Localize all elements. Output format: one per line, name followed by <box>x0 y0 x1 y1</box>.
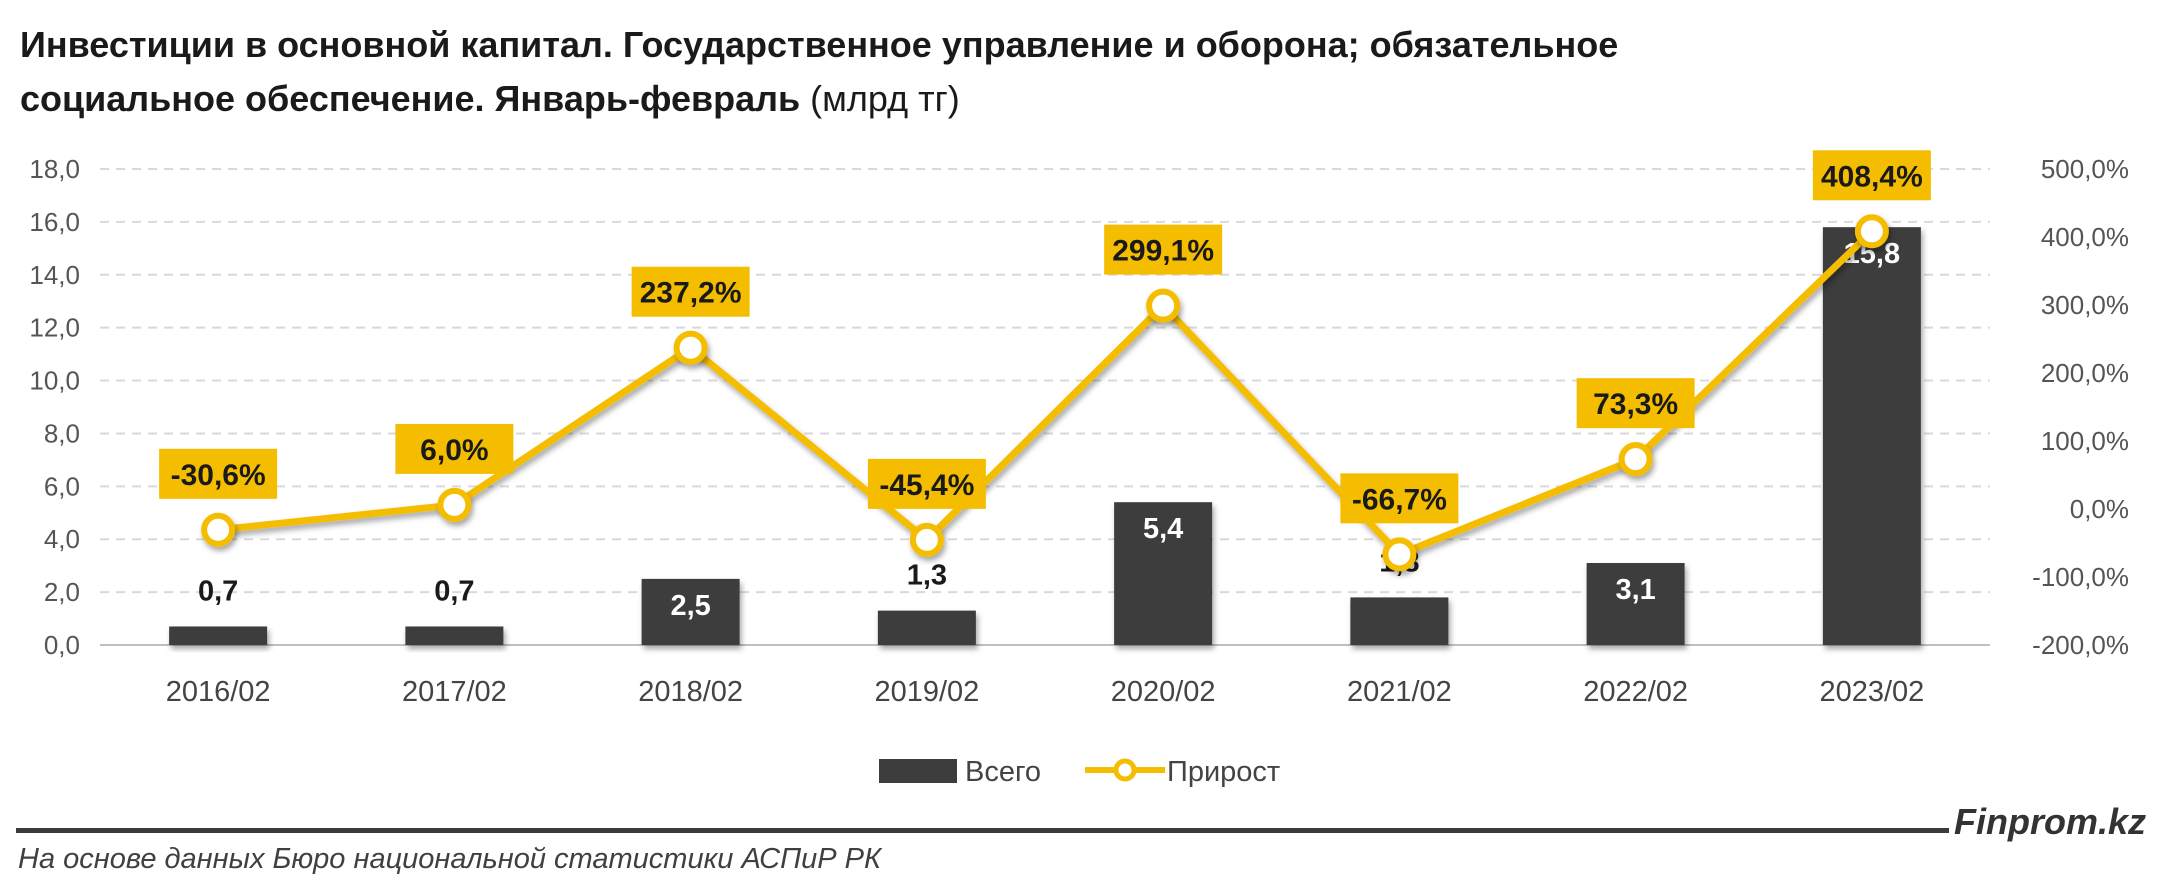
bar-value-label: 1,3 <box>907 560 947 592</box>
left-tick-label: 14,0 <box>29 260 80 290</box>
right-tick-label: -100,0% <box>2032 562 2129 592</box>
x-tick-label: 2018/02 <box>638 676 743 708</box>
left-tick-label: 12,0 <box>29 313 80 343</box>
legend-swatch-vsego <box>879 759 957 783</box>
growth-label: 408,4% <box>1821 160 1923 193</box>
chart-title-line-1: Инвестиции в основной капитал. Государст… <box>20 24 1619 65</box>
growth-label: -66,7% <box>1352 483 1447 516</box>
x-tick-label: 2017/02 <box>402 676 507 708</box>
left-tick-label: 8,0 <box>44 418 80 448</box>
right-axis: -200,0% -100,0% 0,0% 100,0% 200,0% 300,0% 400,… <box>2032 154 2129 660</box>
gridlines <box>100 168 1990 646</box>
left-tick-label: 2,0 <box>44 577 80 607</box>
growth-label-box <box>159 448 278 499</box>
growth-label: 73,3% <box>1593 388 1678 421</box>
bar <box>1822 227 1921 645</box>
line-point-marker <box>1854 214 1889 249</box>
chart-title-line-2-text: социальное обеспечение. Январь-февраль <box>20 78 801 119</box>
right-tick-label: 200,0% <box>2041 358 2129 388</box>
legend-label-prirost: Прирост <box>1167 756 1280 788</box>
x-tick-label: 2021/02 <box>1347 676 1452 708</box>
growth-label: -30,6% <box>171 459 266 492</box>
line-point-marker <box>909 522 944 557</box>
bar <box>169 626 268 645</box>
growth-line <box>214 227 1876 558</box>
legend: Всего Прирост <box>879 756 1280 788</box>
left-tick-label: 0,0 <box>44 630 80 660</box>
x-tick-label: 2019/02 <box>874 676 979 708</box>
line-point-marker <box>673 330 708 365</box>
bar-value-label: 2,5 <box>670 590 710 622</box>
growth-label-box <box>1576 378 1695 429</box>
right-tick-label: 0,0% <box>2070 494 2129 524</box>
chart-title-line-2: социальное обеспечение. Январь-февраль (… <box>20 72 1920 126</box>
left-axis: 0,0 2,0 4,0 6,0 8,0 10,0 12,0 14,0 16,0 18,0 <box>29 154 80 660</box>
bar <box>641 578 740 645</box>
legend-label-vsego: Всего <box>965 756 1041 788</box>
left-tick-label: 10,0 <box>29 366 80 396</box>
bar-value-label: 0,7 <box>434 575 474 607</box>
chart-unit-label: (млрд тг) <box>810 78 960 119</box>
growth-label-box <box>1812 150 1931 201</box>
bar-value-label: 5,4 <box>1143 513 1183 545</box>
bar <box>877 610 976 645</box>
growth-label-box <box>1340 473 1459 524</box>
x-tick-label: 2022/02 <box>1583 676 1688 708</box>
right-tick-label: -200,0% <box>2032 630 2129 660</box>
bar <box>1586 563 1685 645</box>
growth-label-box <box>395 423 514 474</box>
bar <box>1350 597 1449 645</box>
right-tick-label: 500,0% <box>2041 154 2129 184</box>
footer-divider <box>16 828 1949 833</box>
growth-label-box <box>1104 224 1223 275</box>
bar <box>1114 502 1213 645</box>
x-tick-label: 2020/02 <box>1111 676 1216 708</box>
growth-label: -45,4% <box>879 469 974 502</box>
source-note: На основе данных Бюро национальной стати… <box>18 843 882 875</box>
x-tick-label: 2023/02 <box>1819 676 1924 708</box>
x-axis: 2016/02 2017/02 2018/02 2019/02 2020/02 2021/… <box>166 676 1925 708</box>
line-point-marker <box>1618 442 1653 477</box>
bar <box>405 626 504 645</box>
left-tick-label: 18,0 <box>29 154 80 184</box>
left-tick-label: 4,0 <box>44 524 80 554</box>
bar-value-label: 0,7 <box>198 575 238 607</box>
brand-logo: Finprom.kz <box>1953 801 2146 842</box>
x-tick-label: 2016/02 <box>166 676 271 708</box>
growth-label: 6,0% <box>420 434 488 467</box>
line-point-marker <box>201 512 236 547</box>
growth-label: 299,1% <box>1112 235 1214 268</box>
chart-title: Инвестиции в основной капитал. Государст… <box>20 18 1920 126</box>
bar-series-vsego: 0,70,72,51,35,41,83,115,8 <box>169 227 1921 645</box>
line-series-prirost: -30,6% 6,0% 237,2% -45,4% 299,1% -66,7% 73,3% 4… <box>159 150 1931 572</box>
left-tick-label: 16,0 <box>29 207 80 237</box>
right-tick-label: 100,0% <box>2041 426 2129 456</box>
right-tick-label: 300,0% <box>2041 290 2129 320</box>
combo-chart: 0,0 2,0 4,0 6,0 8,0 10,0 12,0 14,0 16,0 18,0 -200… <box>29 150 2129 788</box>
line-point-marker <box>1382 537 1417 572</box>
growth-label-box <box>867 458 986 509</box>
right-tick-label: 400,0% <box>2041 222 2129 252</box>
growth-label-box <box>631 266 750 317</box>
line-point-marker <box>1146 288 1181 323</box>
bar-value-label: 3,1 <box>1615 574 1655 606</box>
line-point-marker <box>437 487 472 522</box>
growth-label: 237,2% <box>640 277 742 310</box>
legend-swatch-marker-prirost <box>1113 758 1137 782</box>
left-tick-label: 6,0 <box>44 471 80 501</box>
